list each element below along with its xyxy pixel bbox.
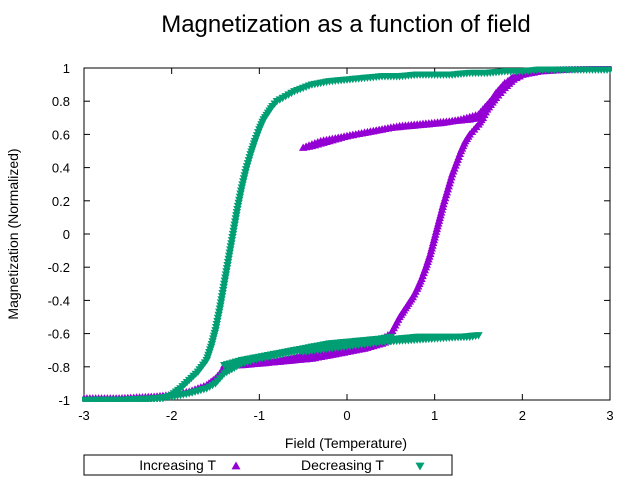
- y-tick-label: 0.6: [52, 127, 70, 142]
- legend-marker-increasing: [231, 461, 241, 470]
- y-tick-label: -0.4: [48, 293, 70, 308]
- legend-triangle-up: [231, 461, 241, 470]
- y-axis-title: Magnetization (Normalized): [5, 148, 21, 319]
- legend: Increasing T Decreasing T: [83, 454, 453, 476]
- x-axis-title: Field (Temperature): [285, 435, 407, 451]
- x-tick-label: -2: [166, 408, 178, 423]
- x-tick-label: -1: [254, 408, 266, 423]
- legend-label-decreasing: Decreasing T: [301, 457, 384, 473]
- y-tick-label: 0.2: [52, 194, 70, 209]
- x-tick-label: 1: [431, 408, 438, 423]
- y-tick-label: 0: [63, 227, 70, 242]
- y-tick-label: -0.2: [48, 260, 70, 275]
- legend-triangle-down: [415, 462, 425, 471]
- y-tick-label: -0.6: [48, 327, 70, 342]
- x-tick-label: 2: [519, 408, 526, 423]
- legend-marker-decreasing: [415, 462, 425, 471]
- legend-label-increasing: Increasing T: [139, 457, 216, 473]
- y-tick-label: 0.8: [52, 94, 70, 109]
- x-tick-label: -3: [78, 408, 90, 423]
- x-tick-label: 0: [343, 408, 350, 423]
- chart-title: Magnetization as a function of field: [161, 11, 531, 38]
- y-tick-label: 0.4: [52, 161, 70, 176]
- points: [82, 66, 612, 402]
- y-tick-label: -1: [58, 393, 70, 408]
- data-point-decreasing: [298, 348, 308, 357]
- ticks: -3 -2 -1 0 1 2 3 1 0.8 0.6 0.4 0.2 0 -0.2 -0.4 -0.6 -0.8…: [48, 61, 614, 423]
- x-tick-label: 3: [606, 408, 613, 423]
- legend-box: [83, 454, 453, 476]
- y-tick-label: -0.8: [48, 360, 70, 375]
- y-tick-label: 1: [63, 61, 70, 76]
